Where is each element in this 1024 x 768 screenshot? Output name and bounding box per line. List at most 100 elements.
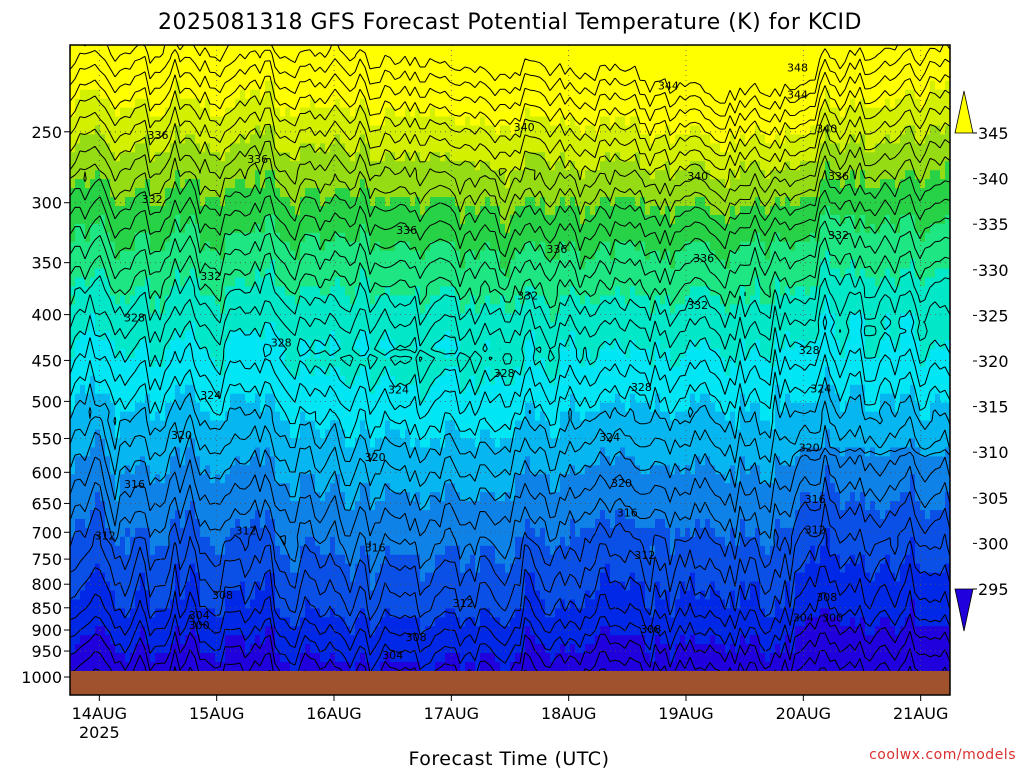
fill-cell <box>70 545 126 556</box>
fill-cell <box>215 474 221 484</box>
fill-cell <box>505 563 511 574</box>
fill-cell <box>615 250 646 261</box>
fill-cell <box>835 331 851 341</box>
fill-cell <box>630 116 641 127</box>
fill-cell <box>460 554 471 565</box>
y-tick-label: 650 <box>31 494 62 513</box>
fill-cell <box>665 518 696 529</box>
fill-cell <box>70 277 76 288</box>
contour-label: 336 <box>148 129 169 142</box>
fill-cell <box>700 518 706 529</box>
fill-cell <box>195 322 266 332</box>
fill-cell <box>615 510 626 520</box>
fill-cell <box>690 527 696 538</box>
fill-cell <box>345 438 356 449</box>
fill-cell <box>560 536 566 547</box>
fill-cell <box>280 608 306 618</box>
fill-cell <box>180 518 186 529</box>
fill-cell <box>605 340 611 350</box>
fill-cell <box>245 581 256 592</box>
fill-cell <box>485 366 491 377</box>
fill-cell <box>770 250 826 261</box>
fill-cell <box>180 268 191 279</box>
fill-cell <box>650 653 656 663</box>
fill-cell <box>445 545 461 556</box>
fill-cell <box>675 599 726 609</box>
fill-cell <box>170 644 201 654</box>
fill-cell <box>205 98 211 109</box>
fill-cell <box>830 429 950 440</box>
fill-cell <box>920 179 926 189</box>
fill-cell <box>620 447 626 457</box>
y-tick-label: 400 <box>31 306 62 325</box>
fill-cell <box>675 259 726 270</box>
fill-cell <box>70 662 291 671</box>
fill-cell <box>915 492 946 502</box>
fill-cell <box>200 518 236 529</box>
fill-cell <box>410 241 431 252</box>
fill-cell <box>925 179 950 189</box>
fill-cell <box>330 331 336 341</box>
fill-cell <box>545 250 561 261</box>
fill-cell <box>855 98 861 109</box>
terrain-band <box>70 671 950 695</box>
fill-cell <box>765 250 771 261</box>
fill-cell <box>75 518 86 529</box>
fill-cell <box>175 384 181 395</box>
fill-cell <box>555 313 821 323</box>
fill-cell <box>920 411 931 422</box>
fill-cell <box>865 170 906 180</box>
fill-cell <box>670 214 676 225</box>
fill-cell <box>580 259 586 270</box>
fill-cell <box>825 465 831 475</box>
fill-cell <box>670 125 691 136</box>
fill-cell <box>380 617 421 627</box>
fill-cell <box>525 626 531 636</box>
fill-cell <box>775 286 781 296</box>
fill-cell <box>515 205 546 216</box>
fill-cell <box>915 438 950 449</box>
fill-cell <box>175 590 181 601</box>
fill-cell <box>865 179 881 189</box>
fill-cell <box>420 340 436 350</box>
fill-cell <box>890 98 896 109</box>
fill-cell <box>600 197 611 207</box>
fill-cell <box>745 286 756 296</box>
fill-cell <box>280 107 286 118</box>
fill-cell <box>625 510 796 520</box>
fill-cell <box>945 214 950 225</box>
fill-cell <box>825 89 831 100</box>
fill-cell <box>590 349 601 359</box>
fill-cell <box>895 626 901 636</box>
x-tick-label: 19AUG <box>658 704 713 723</box>
fill-cell <box>145 635 176 645</box>
fill-cell <box>430 384 461 395</box>
fill-cell <box>420 572 426 583</box>
fill-cell <box>845 340 866 350</box>
fill-cell <box>115 402 136 413</box>
fill-cell <box>725 304 731 314</box>
fill-cell <box>165 107 211 118</box>
fill-cell <box>790 590 796 601</box>
fill-cell <box>370 563 381 574</box>
fill-cell <box>760 590 786 601</box>
fill-cell <box>695 518 701 529</box>
fill-cell <box>370 143 721 153</box>
fill-cell <box>120 152 151 162</box>
fill-cell <box>760 474 776 484</box>
fill-cell <box>360 653 366 663</box>
fill-cell <box>580 527 671 538</box>
fill-cell <box>340 277 361 288</box>
fill-cell <box>510 179 726 189</box>
fill-cell <box>415 438 421 449</box>
fill-cell <box>945 492 950 502</box>
fill-cell <box>585 170 651 180</box>
fill-cell <box>760 161 786 171</box>
fill-cell <box>175 572 181 583</box>
fill-cell <box>565 599 571 609</box>
contour-label: 312 <box>453 597 474 610</box>
fill-cell <box>225 545 281 556</box>
fill-cell <box>575 393 616 404</box>
fill-cell <box>740 644 761 654</box>
fill-cell <box>155 608 216 618</box>
